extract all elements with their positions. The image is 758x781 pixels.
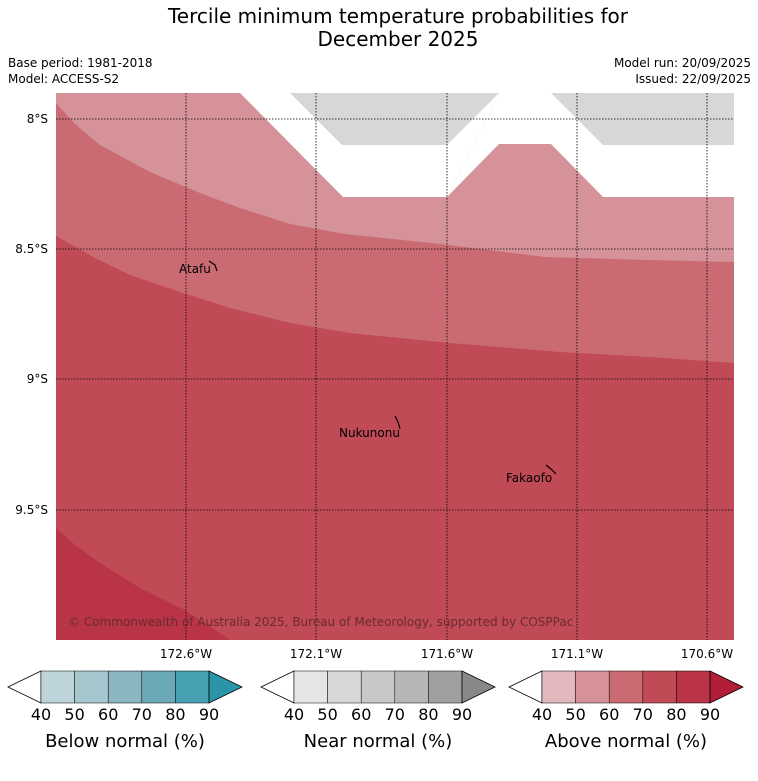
below-normal-legend-title: Below normal (%) <box>45 731 205 752</box>
title-line-2: December 2025 <box>317 27 479 51</box>
below-normal-tick-label: 80 <box>165 705 185 724</box>
above-normal-colorbar-segment <box>642 670 677 704</box>
lon-label-171-6w: 171.6°W <box>421 647 473 661</box>
issued-date: Issued: 22/09/2025 <box>635 72 751 86</box>
below-normal-tick-label: 70 <box>132 705 152 724</box>
below-normal-tick-label: 90 <box>199 705 219 724</box>
near-normal-tick-label: 90 <box>452 705 472 724</box>
below-normal-colorbar-segment <box>74 670 109 704</box>
above-normal-tick-label: 50 <box>565 705 585 724</box>
below-normal-tick-label: 40 <box>31 705 51 724</box>
lon-label-171-1w: 171.1°W <box>551 647 603 661</box>
model-name: Model: ACCESS-S2 <box>8 72 120 86</box>
below-normal-colorbar-low-extend <box>7 670 42 704</box>
above-normal-colorbar-segment <box>575 670 610 704</box>
lat-label-9s: 9°S <box>27 372 48 386</box>
below-normal-colorbar-high-extend <box>208 670 243 704</box>
near-normal-colorbar-segment <box>360 670 396 704</box>
place-atafu: Atafu <box>179 262 211 276</box>
above-normal-colorbar-high-extend <box>709 670 744 704</box>
above-normal-tick-label: 60 <box>599 705 619 724</box>
lon-label-172-6w: 172.6°W <box>160 647 212 661</box>
above-normal-tick-label: 40 <box>532 705 552 724</box>
near-normal-colorbar-segment <box>293 670 328 704</box>
lat-label-8-5s: 8.5°S <box>15 242 48 256</box>
above-normal-tick-label: 70 <box>633 705 653 724</box>
map-area: Atafu Nukunonu Fakaofo © Commonwealth of… <box>56 93 734 640</box>
place-fakaofo: Fakaofo <box>506 471 552 485</box>
lat-label-9-5s: 9.5°S <box>15 503 48 517</box>
atafu-coastline <box>208 260 218 272</box>
above-normal-tick-label: 90 <box>700 705 720 724</box>
base-period: Base period: 1981-2018 <box>8 56 153 70</box>
below-normal-colorbar-segment <box>141 670 176 704</box>
meta-left: Base period: 1981-2018 Model: ACCESS-S2 <box>8 55 153 87</box>
below-normal-tick-label: 60 <box>98 705 118 724</box>
above-normal-colorbar-segment <box>608 670 644 704</box>
copyright-notice: © Commonwealth of Australia 2025, Bureau… <box>68 615 573 629</box>
lat-label-8s: 8°S <box>27 112 48 126</box>
fakaofo-coastline <box>545 464 557 475</box>
below-normal-tick-label: 50 <box>64 705 84 724</box>
meta-right: Model run: 20/09/2025 Issued: 22/09/2025 <box>614 55 751 87</box>
gridlines <box>56 93 734 640</box>
lon-label-172-1w: 172.1°W <box>290 647 342 661</box>
title-line-1: Tercile minimum temperature probabilitie… <box>167 4 629 28</box>
lon-label-170-6w: 170.6°W <box>681 647 733 661</box>
near-normal-colorbar-low-extend <box>260 670 295 704</box>
map-title: Tercile minimum temperature probabilitie… <box>0 5 758 51</box>
below-normal-colorbar-segment <box>107 670 143 704</box>
near-normal-colorbar-segment <box>428 670 463 704</box>
near-normal-colorbar-segment <box>327 670 362 704</box>
near-normal-tick-label: 40 <box>284 705 304 724</box>
place-nukunonu: Nukunonu <box>339 426 400 440</box>
region-above-80-90 <box>56 528 230 640</box>
above-normal-colorbar-segment <box>676 670 711 704</box>
above-normal-colorbar-segment <box>541 670 576 704</box>
legend-colorbars: 40 50 60 70 80 90 Below normal (%) 40 50 60 70 80 90… <box>7 670 744 752</box>
near-normal-colorbar-high-extend <box>461 670 496 704</box>
model-run: Model run: 20/09/2025 <box>613 56 751 70</box>
below-normal-colorbar-segment <box>175 670 210 704</box>
near-normal-tick-label: 60 <box>351 705 371 724</box>
below-normal-colorbar-segment <box>40 670 75 704</box>
near-normal-tick-label: 70 <box>385 705 405 724</box>
nukunonu-coastline <box>394 415 401 430</box>
above-normal-legend-title: Above normal (%) <box>545 731 707 752</box>
near-normal-tick-label: 50 <box>317 705 337 724</box>
near-normal-tick-label: 80 <box>418 705 438 724</box>
near-normal-legend-title: Near normal (%) <box>304 731 453 752</box>
near-normal-colorbar-segment <box>394 670 429 704</box>
above-normal-tick-label: 80 <box>666 705 686 724</box>
above-normal-colorbar-low-extend <box>508 670 543 704</box>
